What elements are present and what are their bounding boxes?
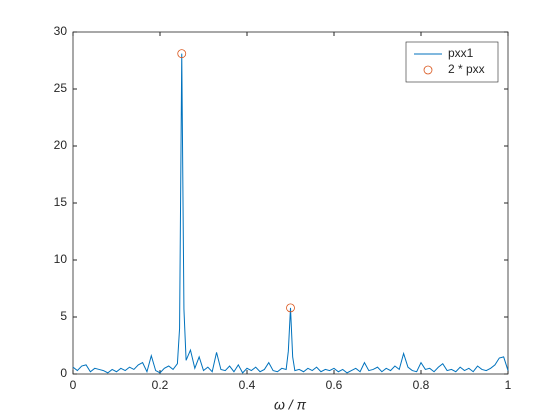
y-tick-label: 25 — [54, 81, 68, 95]
y-tick-label: 0 — [60, 366, 67, 380]
data-point — [286, 303, 295, 313]
data-line — [72, 53, 509, 374]
legend-box — [405, 41, 499, 83]
x-tick-label: 0.2 — [152, 378, 169, 392]
legend-label: pxx1 — [448, 46, 474, 60]
y-tick-label: 20 — [54, 138, 68, 152]
legend-marker — [423, 65, 433, 75]
y-tick-label: 15 — [54, 195, 68, 209]
x-tick-label: 0.6 — [326, 378, 343, 392]
legend-label: 2 * pxx — [448, 62, 485, 76]
y-tick-label: 10 — [54, 252, 68, 266]
x-tick-label: 0.8 — [413, 378, 430, 392]
data-point — [177, 49, 187, 59]
axes-box — [72, 31, 509, 375]
x-axis-label: ω / π — [274, 397, 307, 413]
y-tick-label: 5 — [60, 309, 67, 323]
x-tick-label: 0.4 — [239, 378, 256, 392]
y-tick-label: 30 — [54, 24, 68, 38]
x-tick-label: 1 — [505, 378, 512, 392]
x-tick-label: 0 — [70, 378, 77, 392]
